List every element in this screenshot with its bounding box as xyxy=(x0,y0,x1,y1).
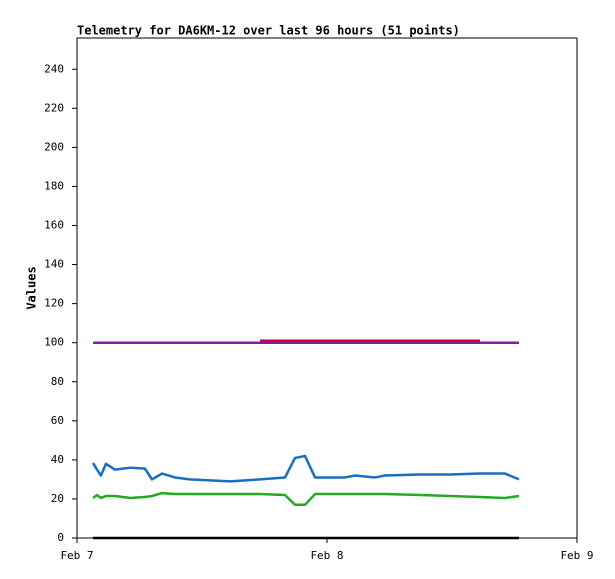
series-line xyxy=(91,454,520,483)
series-line xyxy=(92,491,520,507)
y-tick-label: 180 xyxy=(44,179,64,192)
y-tick-label: 100 xyxy=(44,336,64,349)
y-tick-label: 80 xyxy=(51,375,64,388)
y-tick-label: 0 xyxy=(57,531,64,544)
y-tick-label: 220 xyxy=(44,101,64,114)
x-tick-label: Feb 8 xyxy=(310,549,343,562)
chart-title: Telemetry for DA6KM-12 over last 96 hour… xyxy=(77,24,460,38)
y-axis-label: Values xyxy=(25,266,39,309)
plot-frame xyxy=(76,37,578,539)
x-tick-label: Feb 7 xyxy=(60,549,93,562)
y-tick-label: 120 xyxy=(44,297,64,310)
y-tick-label: 240 xyxy=(44,62,64,75)
y-tick-label: 40 xyxy=(51,453,64,466)
y-tick-label: 160 xyxy=(44,219,64,232)
y-tick-label: 140 xyxy=(44,258,64,271)
y-tick-label: 60 xyxy=(51,414,64,427)
y-tick-label: 20 xyxy=(51,492,64,505)
y-tick-label: 200 xyxy=(44,140,64,153)
x-tick-label: Feb 9 xyxy=(560,549,593,562)
